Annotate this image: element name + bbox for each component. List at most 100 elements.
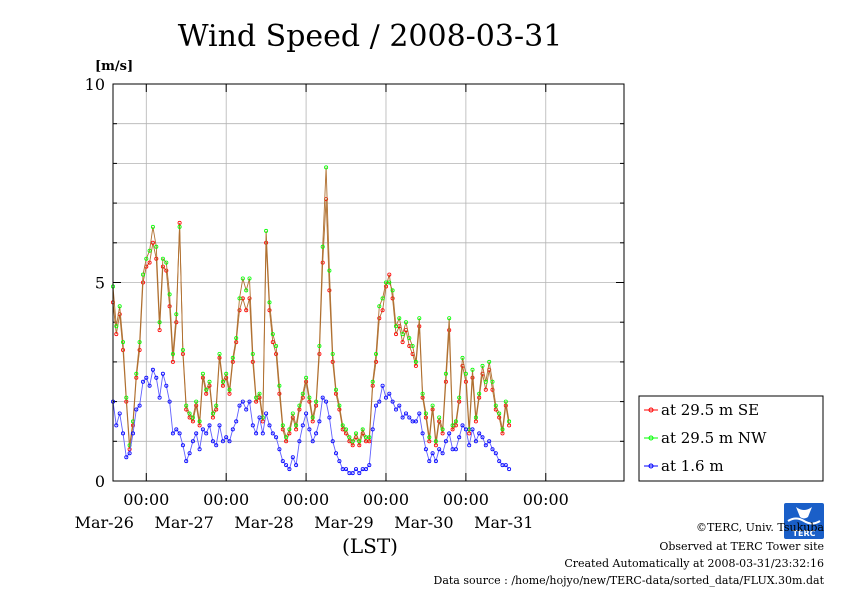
data-point (487, 359, 492, 364)
data-point (500, 427, 505, 432)
data-point (400, 415, 405, 420)
data-point (280, 423, 285, 428)
data-point (507, 423, 512, 428)
data-point (170, 359, 175, 364)
data-point (343, 427, 348, 432)
data-point (277, 391, 282, 396)
data-point (427, 459, 432, 464)
data-point (427, 435, 432, 440)
data-point (124, 455, 129, 460)
data-point (393, 332, 398, 337)
data-point (393, 324, 398, 329)
data-point (457, 395, 462, 400)
data-point (247, 399, 252, 404)
data-point (327, 415, 332, 420)
data-point (180, 443, 185, 448)
data-point (473, 415, 478, 420)
data-point (347, 435, 352, 440)
data-point (157, 328, 162, 333)
credit-site: Observed at TERC Tower site (659, 540, 824, 553)
data-point (270, 332, 275, 337)
data-point (380, 296, 385, 301)
data-point (467, 443, 472, 448)
data-point (164, 268, 169, 273)
data-point (423, 447, 428, 452)
data-point (257, 391, 262, 396)
data-point (497, 415, 502, 420)
data-point (264, 411, 269, 416)
x-tick-date-label: Mar-26 (75, 513, 134, 532)
data-point (503, 463, 508, 468)
data-point (194, 399, 199, 404)
data-point (423, 411, 428, 416)
data-point (200, 371, 205, 376)
data-point (137, 340, 142, 345)
data-point (114, 332, 119, 337)
data-point (310, 439, 315, 444)
data-point (453, 419, 458, 424)
data-point (387, 280, 392, 285)
data-point (357, 439, 362, 444)
data-point (144, 375, 149, 380)
data-point (114, 423, 119, 428)
data-point (197, 419, 202, 424)
data-point (287, 467, 292, 472)
data-point (447, 431, 452, 436)
data-point (407, 415, 412, 420)
data-point (147, 248, 152, 253)
data-point (280, 459, 285, 464)
data-point (180, 347, 185, 352)
data-point (227, 387, 232, 392)
data-point (370, 427, 375, 432)
data-point (490, 379, 495, 384)
data-point (154, 375, 159, 380)
x-tick-time-label: 00:00 (443, 490, 489, 509)
data-point (167, 399, 172, 404)
data-point (187, 451, 192, 456)
data-point (270, 340, 275, 345)
x-tick-date-label: Mar-28 (234, 513, 293, 532)
data-point (117, 411, 122, 416)
data-point (304, 375, 309, 380)
data-point (214, 403, 219, 408)
data-point (227, 391, 232, 396)
data-point (330, 439, 335, 444)
data-point (453, 447, 458, 452)
data-point (470, 427, 475, 432)
data-point (307, 427, 312, 432)
data-point (297, 439, 302, 444)
data-point (440, 427, 445, 432)
data-point (447, 316, 452, 321)
data-point (314, 399, 319, 404)
data-point (121, 431, 126, 436)
data-point (387, 391, 392, 396)
data-point (167, 292, 172, 297)
data-point (460, 355, 465, 360)
data-point (317, 419, 322, 424)
x-tick-date-label: Mar-27 (155, 513, 214, 532)
data-point (287, 427, 292, 432)
data-point (240, 276, 245, 281)
data-point (367, 439, 372, 444)
chart-title: Wind Speed / 2008-03-31 (178, 19, 563, 54)
data-point (190, 415, 195, 420)
data-point (247, 296, 252, 301)
data-point (284, 463, 289, 468)
x-tick-date-label: Mar-31 (474, 513, 533, 532)
data-point (204, 387, 209, 392)
data-point (417, 411, 422, 416)
legend-entry: at 29.5 m NW (661, 429, 767, 447)
data-point (300, 395, 305, 400)
data-point (343, 467, 348, 472)
data-point (250, 423, 255, 428)
data-point (130, 431, 135, 436)
data-point (150, 367, 155, 372)
data-point (207, 423, 212, 428)
data-point (230, 427, 235, 432)
data-point (473, 439, 478, 444)
data-point (390, 296, 395, 301)
data-point (333, 387, 338, 392)
terc-logo-wave-icon (787, 517, 821, 525)
x-tick-date-label: Mar-29 (314, 513, 373, 532)
data-point (390, 399, 395, 404)
